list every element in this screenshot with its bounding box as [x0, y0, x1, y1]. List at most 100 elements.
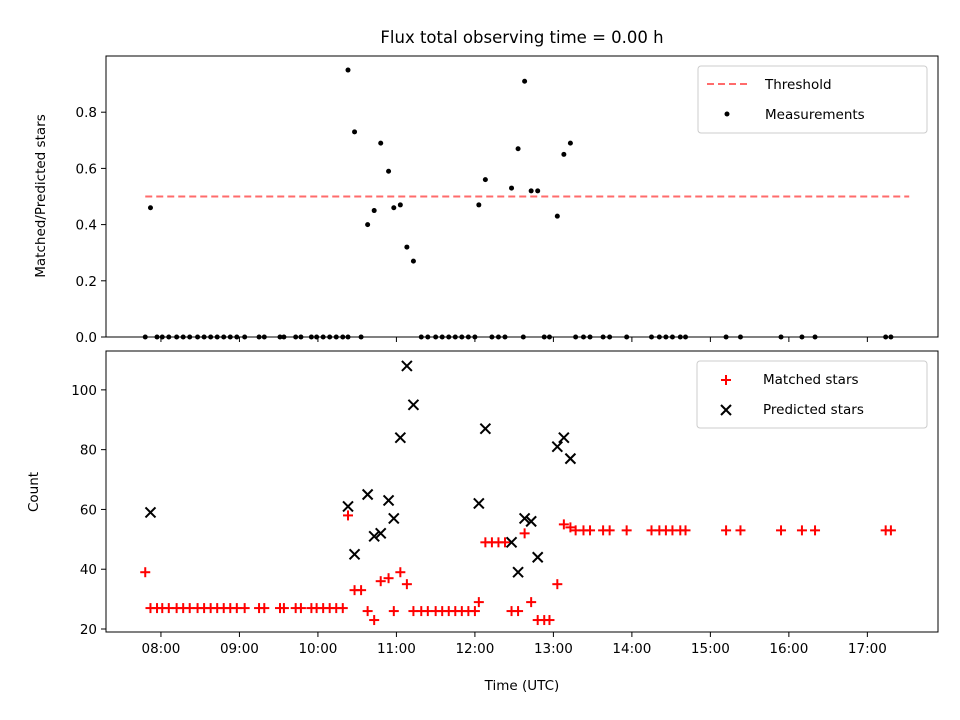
matched-point-76: [735, 525, 746, 536]
matched-point-55: [519, 528, 530, 539]
count-panel: 08:00 09:00 10:00 11:00 12:00 13:00 14:00 15:00…: [26, 350, 939, 694]
x-tick-label-7: 15:00: [691, 641, 730, 657]
measurement-point-35: [386, 168, 392, 174]
count-legend-box: [696, 360, 928, 429]
ratio-axis-ticks: 0.0 0.2 0.4 0.6 0.8: [76, 105, 868, 346]
measurement-point-59: [535, 188, 541, 194]
matched-point-48: [473, 597, 484, 608]
x-tick-label-3: 11:00: [377, 641, 416, 657]
count-marks: [140, 360, 896, 626]
count-y-tick-label-0: 20: [80, 622, 97, 638]
x-tick-label-6: 14:00: [612, 641, 651, 657]
x-tick-label-2: 10:00: [298, 641, 337, 657]
predicted-point-3: [361, 488, 374, 501]
x-tick-label-8: 16:00: [769, 641, 808, 657]
measurement-point-33: [371, 208, 377, 214]
measurement-point-37: [397, 202, 403, 208]
measurement-point-58: [528, 188, 534, 194]
matched-point-47: [469, 606, 480, 617]
matched-point-61: [558, 519, 569, 530]
matched-point-68: [621, 525, 632, 536]
measurement-point-36: [391, 205, 397, 211]
legend-predicted-marker: [720, 404, 732, 416]
predicted-point-6: [382, 494, 395, 507]
predicted-point-16: [525, 515, 537, 528]
matched-point-79: [810, 525, 821, 536]
predicted-point-9: [401, 360, 413, 372]
matched-point-37: [401, 579, 412, 590]
matched-point-60: [552, 579, 563, 590]
ratio-y-tick-label-4: 0.8: [76, 105, 97, 121]
matched-point-54: [513, 606, 524, 617]
predicted-point-12: [479, 423, 492, 435]
figure-title: Flux total observing time = 0.00 h: [380, 28, 663, 47]
measurement-point-32: [365, 222, 371, 228]
predicted-point-18: [551, 440, 564, 453]
matched-point-15: [239, 603, 250, 614]
matched-point-30: [356, 585, 367, 596]
matched-point-0: [140, 567, 151, 578]
predicted-point-10: [407, 399, 420, 411]
ratio-y-tick-label-3: 0.6: [76, 161, 97, 177]
ratio-y-axis-label: Matched/Predicted stars: [33, 114, 49, 277]
matched-point-56: [526, 597, 537, 608]
legend-measurements-label: Measurements: [765, 107, 865, 123]
matched-point-28: [343, 510, 354, 521]
predicted-point-15: [518, 512, 531, 525]
x-tick-label-1: 09:00: [220, 641, 259, 657]
count-axes-frame: [105, 350, 939, 633]
legend-matched-swatch: [721, 375, 731, 385]
ratio-legend: Threshold Measurements: [697, 65, 928, 134]
matched-point-21: [295, 603, 306, 614]
measurement-point-57: [522, 78, 528, 84]
x-axis-label: Time (UTC): [484, 678, 560, 694]
matched-point-31: [362, 606, 373, 617]
predicted-point-1: [342, 500, 354, 513]
count-y-tick-label-1: 40: [80, 562, 97, 578]
measurement-point-49: [476, 202, 482, 208]
ratio-y-tick-label-1: 0.2: [76, 274, 97, 290]
legend-matched-marker: [721, 375, 731, 385]
measurement-point-34: [378, 140, 384, 146]
legend-predicted-swatch: [720, 404, 732, 416]
legend-measurements-swatch: [724, 111, 730, 117]
matched-point-17: [259, 603, 270, 614]
matched-point-78: [796, 525, 807, 536]
measurement-point-62: [554, 213, 560, 219]
matched-point-75: [721, 525, 732, 536]
ratio-y-tick-label-2: 0.4: [76, 218, 97, 234]
matched-point-34: [383, 573, 394, 584]
count-y-tick-label-2: 60: [80, 502, 97, 518]
predicted-point-2: [348, 548, 361, 560]
predicted-point-7: [388, 512, 400, 525]
ratio-legend-box: [697, 65, 928, 134]
measurement-point-63: [561, 151, 567, 157]
count-y-axis-label: Count: [26, 472, 42, 512]
measurement-point-29: [345, 67, 351, 73]
matched-point-36: [395, 567, 406, 578]
predicted-point-8: [394, 431, 407, 444]
predicted-point-20: [564, 452, 577, 465]
measurement-point-55: [515, 146, 521, 152]
measurement-point-30: [352, 129, 358, 135]
matched-point-81: [885, 525, 896, 536]
measurement-point-39: [410, 258, 416, 264]
matched-point-19: [278, 603, 289, 614]
ratio-axes-frame: [105, 55, 939, 338]
measurement-point-1: [147, 205, 153, 211]
matched-point-67: [604, 525, 615, 536]
x-tick-label-5: 13:00: [534, 641, 573, 657]
matched-point-35: [388, 606, 399, 617]
predicted-point-0: [144, 506, 157, 519]
predicted-point-19: [558, 431, 570, 444]
legend-matched-label: Matched stars: [763, 372, 859, 388]
predicted-point-5: [375, 527, 387, 540]
predicted-point-14: [512, 566, 524, 578]
legend-predicted-label: Predicted stars: [763, 402, 864, 418]
x-tick-label-4: 12:00: [455, 641, 494, 657]
matched-point-33: [375, 576, 386, 587]
matched-point-32: [369, 615, 380, 626]
ratio-y-tick-label-0: 0.0: [76, 330, 97, 346]
matched-point-52: [499, 537, 510, 548]
